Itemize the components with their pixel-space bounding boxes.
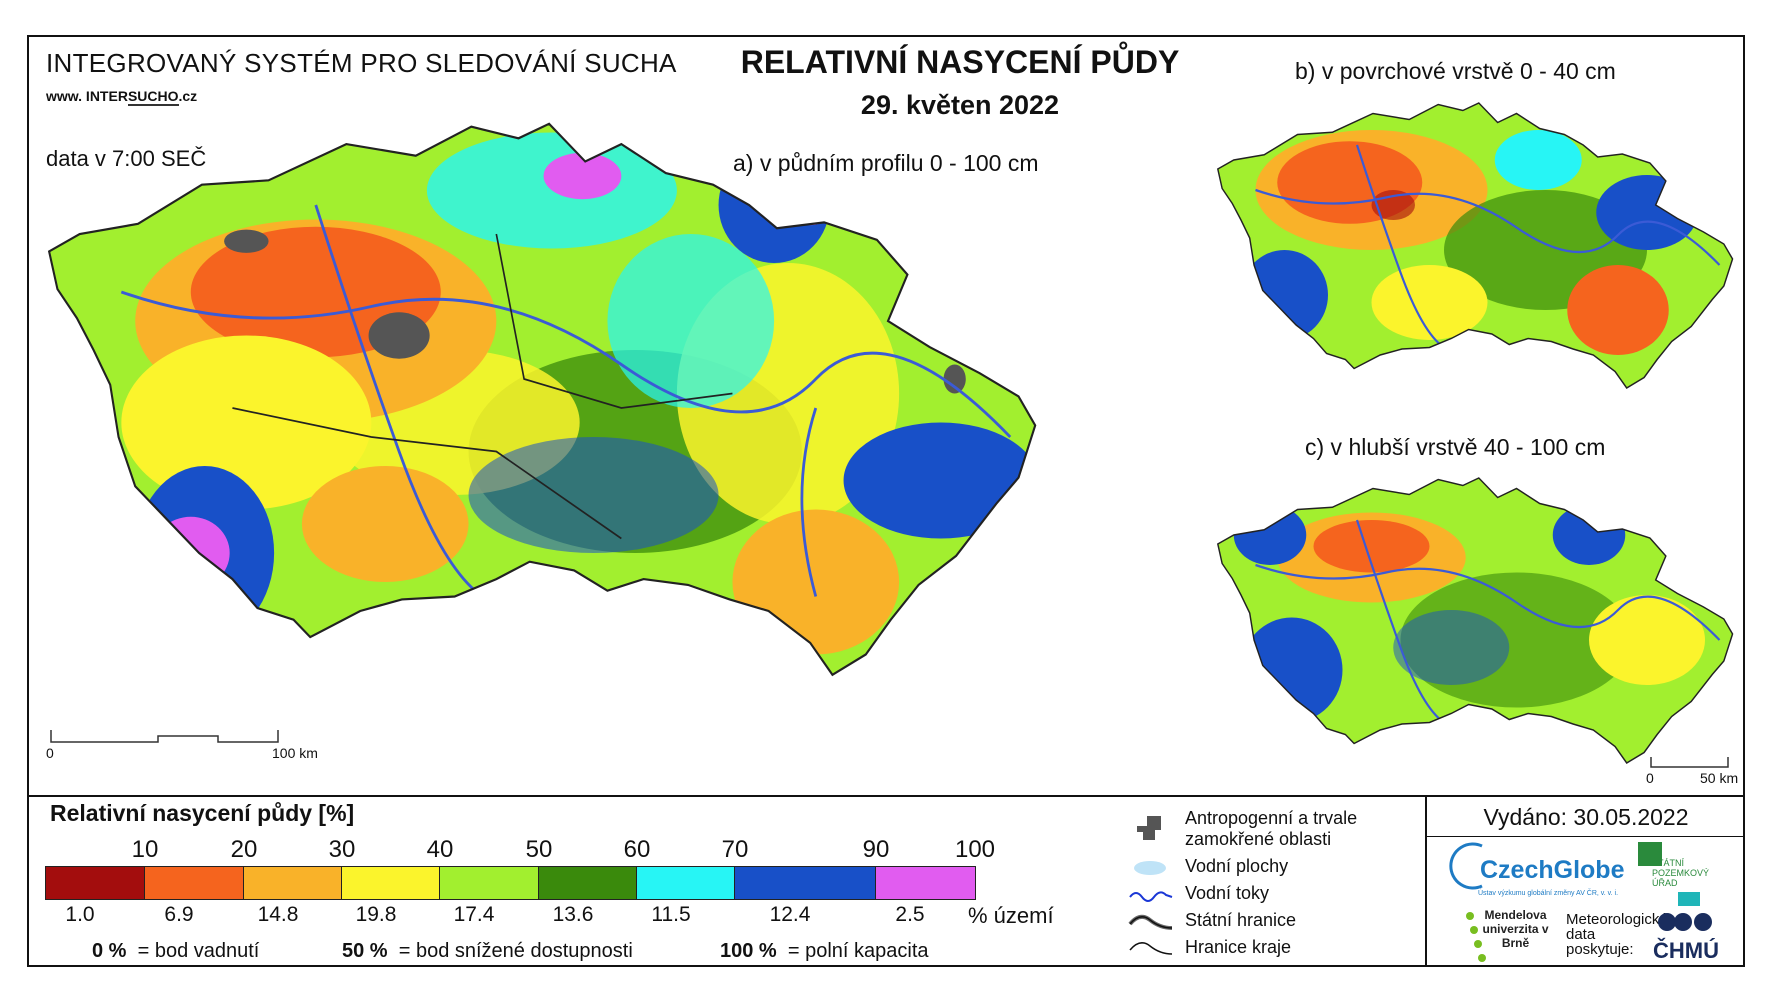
- scale-main-end: 100 km: [272, 745, 318, 761]
- chmu-logo-icon: [1658, 913, 1712, 931]
- region-border-icon: [1129, 942, 1173, 955]
- map-date: 29. květen 2022: [860, 90, 1060, 120]
- scale-bar-small: [1650, 757, 1729, 768]
- definition-reduced-availability: 50 % = bod snížené dostupnosti: [342, 940, 633, 963]
- chmu-credit-text: Meteorologická data poskytuje:: [1566, 911, 1668, 958]
- water-body-icon: [1134, 861, 1166, 875]
- class-area-share: 1.0: [65, 903, 95, 926]
- mendel-logo: Mendelova univerzita v Brně: [1482, 908, 1549, 950]
- issued-divider: [1427, 836, 1745, 837]
- legend-tick: 10: [131, 836, 159, 863]
- czechglobe-logo: CzechGlobe: [1480, 856, 1625, 884]
- class-area-share: 14.8: [257, 903, 299, 926]
- legend-class-swatch: [735, 867, 876, 899]
- class-area-share: 11.5: [651, 903, 691, 926]
- class-area-share: 6.9: [164, 903, 194, 926]
- definition-value: 0 %: [92, 940, 127, 962]
- scale-main-start: 0: [46, 745, 54, 761]
- scale-bar-main: [50, 730, 279, 743]
- legend-class-swatch: [244, 867, 342, 899]
- url-suffix: .cz: [178, 88, 198, 104]
- legend-tick: 20: [230, 836, 258, 863]
- legend-tick: 40: [426, 836, 454, 863]
- legend-class-swatch: [876, 867, 975, 899]
- class-area-share: 2.5: [895, 903, 925, 926]
- legend-class-swatch: [46, 867, 145, 899]
- legend-class-swatch: [637, 867, 735, 899]
- definition-value: 50 %: [342, 940, 388, 962]
- credits-divider: [1425, 795, 1427, 967]
- class-area-share: 12.4: [769, 903, 811, 926]
- legend-tick: 60: [623, 836, 651, 863]
- legend-divider: [27, 795, 1745, 797]
- spu-logo-icon: [1638, 842, 1700, 906]
- river-icon: [1129, 891, 1173, 902]
- map-a-label: a) v půdním profilu 0 - 100 cm: [733, 150, 1039, 176]
- data-time: data v 7:00 SEČ: [46, 146, 207, 171]
- legend-tick: 30: [328, 836, 356, 863]
- soil-saturation-map-surface: [1217, 102, 1734, 389]
- definition-text: = bod vadnutí: [137, 940, 260, 962]
- legend-state-border: Státní hranice: [1185, 910, 1297, 930]
- issue-date: Vydáno: 30.05.2022: [1483, 804, 1689, 830]
- area-share-unit: % území: [968, 903, 1054, 928]
- definition-field-capacity: 100 % = polní kapacita: [720, 940, 929, 963]
- url-highlight: SUCHO: [127, 88, 179, 106]
- legend-title: Relativní nasycení půdy [%]: [50, 800, 355, 826]
- legend-class-swatch: [145, 867, 244, 899]
- scale-small-end: 50 km: [1700, 770, 1739, 786]
- website-link[interactable]: www. INTERSUCHO.cz: [46, 88, 198, 106]
- system-name: INTEGROVANÝ SYSTÉM PRO SLEDOVÁNÍ SUCHA: [46, 48, 677, 78]
- legend-tick: 100: [954, 836, 996, 863]
- state-border-icon: [1128, 914, 1173, 930]
- definition-value: 100 %: [720, 940, 777, 962]
- czechglobe-subtitle: Ústav výzkumu globální změny AV ČR, v. v…: [1478, 890, 1619, 897]
- url-prefix: www. INTER: [46, 88, 128, 104]
- legend-class-swatch: [539, 867, 637, 899]
- legend-rivers: Vodní toky: [1185, 883, 1270, 903]
- map-b-label: b) v povrchové vrstvě 0 - 40 cm: [1295, 58, 1616, 84]
- map-c-label: c) v hlubší vrstvě 40 - 100 cm: [1305, 434, 1606, 460]
- chmu-logo: ČHMÚ: [1653, 938, 1719, 963]
- legend-class-swatch: [440, 867, 539, 899]
- soil-saturation-map-deep: [1217, 477, 1734, 764]
- legend-tick: 50: [525, 836, 553, 863]
- legend-region-border: Hranice kraje: [1185, 937, 1292, 957]
- mendel-logo-icon: [1466, 912, 1486, 962]
- definition-text: = polní kapacita: [787, 940, 929, 962]
- class-area-share: 17.4: [453, 903, 495, 926]
- legend-anthropogenic: Antropogenní a trvale zamokřené oblasti: [1185, 808, 1358, 849]
- legend-class-swatch: [342, 867, 440, 899]
- definition-wilting-point: 0 % = bod vadnutí: [92, 940, 259, 963]
- legend-tick: 70: [721, 836, 749, 863]
- czechglobe-logo-icon: [1449, 842, 1483, 890]
- legend-colorbar: [45, 866, 976, 900]
- anthropogenic-area-icon: [1137, 816, 1161, 840]
- legend-tick: 90: [862, 836, 890, 863]
- class-area-share: 19.8: [355, 903, 397, 926]
- class-area-share: 13.6: [552, 903, 594, 926]
- spu-logo: STÁTNÍ POZEMKOVÝ ÚŘAD: [1652, 858, 1710, 888]
- page-title: RELATIVNÍ NASYCENÍ PŮDY: [740, 44, 1180, 80]
- definition-text: = bod snížené dostupnosti: [398, 940, 633, 962]
- scale-small-start: 0: [1646, 770, 1654, 786]
- legend-water-bodies: Vodní plochy: [1185, 856, 1289, 876]
- soil-saturation-map-main: [48, 122, 1037, 676]
